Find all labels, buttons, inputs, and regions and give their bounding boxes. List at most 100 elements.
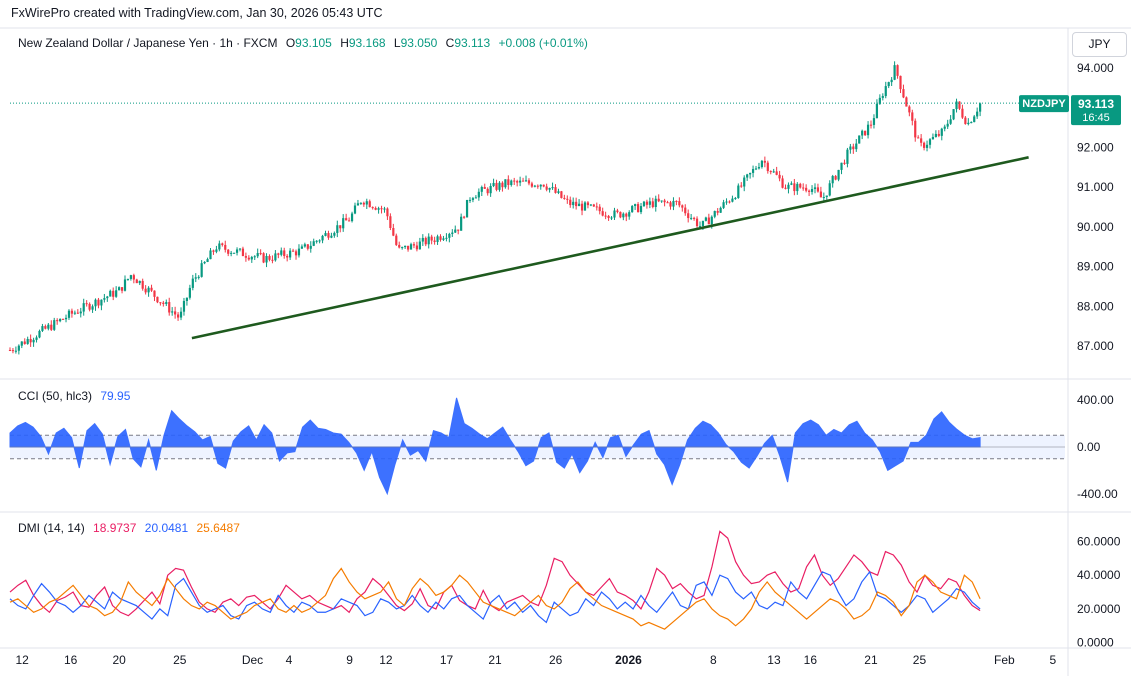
cci-tick-label: 0.00 (1077, 440, 1101, 454)
candle-body (837, 169, 840, 180)
adx-value: 25.6487 (196, 521, 240, 535)
candle-body (501, 182, 504, 188)
candle-body (958, 101, 961, 109)
candle-body (327, 233, 330, 238)
time-tick-label: 26 (549, 653, 563, 667)
cci-area[interactable] (9, 397, 981, 496)
candle-body (386, 208, 389, 217)
candle-body (872, 118, 876, 125)
time-tick-label: 16 (64, 653, 78, 667)
price-tick-label: 89.000 (1077, 260, 1114, 274)
candle-body (324, 233, 327, 236)
candle-body (315, 240, 318, 242)
candle-body (109, 290, 112, 297)
candle-body (890, 79, 893, 83)
candle-body (813, 187, 817, 190)
time-axis[interactable]: 12 16 20 25 Dec 4 9 12 17 21 26 2026 8 13 16 21 25 Feb 5 (15, 653, 1056, 667)
ticker-tag-label: NZDJPY (1022, 98, 1066, 110)
candle-body (427, 236, 430, 245)
candle-body (787, 184, 790, 189)
candle-body (238, 248, 242, 250)
candle-body (200, 263, 203, 277)
candle-body (551, 187, 554, 189)
candle-body (362, 202, 365, 205)
symbol-title[interactable]: New Zealand Dollar / Japanese Yen · 1h ·… (18, 36, 278, 50)
candle-body (297, 248, 301, 256)
candle-body (595, 206, 598, 208)
dmi-title[interactable]: DMI (14, 14) (18, 521, 85, 535)
dmi-minus-line[interactable] (9, 570, 981, 624)
candle-body (864, 130, 867, 136)
candle-body (203, 261, 206, 264)
candle-body (401, 247, 404, 249)
candle-body (129, 275, 132, 279)
candle-body (286, 255, 289, 258)
candle-body (843, 162, 846, 164)
dmi-pane[interactable]: 60.0000 40.0000 20.0000 0.0000 (9, 530, 1121, 650)
candle-body (194, 277, 197, 279)
cci-pane[interactable]: 400.00 0.00 -400.00 (9, 393, 1118, 501)
candle-body (374, 207, 377, 210)
price-tick-label: 90.000 (1077, 220, 1114, 234)
candle-body (979, 103, 982, 112)
time-tick-label: 2026 (615, 653, 642, 667)
candle-body (451, 232, 454, 234)
currency-unit-button[interactable]: JPY (1072, 32, 1127, 57)
candle-body (132, 275, 135, 280)
candle-body (253, 256, 256, 258)
cci-legend: CCI (50, hlc3) 79.95 (18, 389, 135, 403)
candle-body (176, 314, 180, 318)
candle-body (227, 249, 230, 254)
candle-body (345, 218, 348, 221)
candle-body (353, 205, 357, 214)
candle-body (188, 287, 191, 298)
time-tick-label: 16 (804, 653, 818, 667)
candle-body (737, 185, 740, 198)
price-pane[interactable]: 94.000 92.000 91.000 90.000 89.000 88.000 87.0… (8, 61, 1114, 355)
candle-body (619, 211, 622, 218)
candle-body (507, 179, 510, 185)
candle-body (445, 237, 448, 239)
candle-body (436, 236, 439, 242)
dmi-plus-line[interactable] (9, 530, 981, 617)
candle-body (961, 108, 964, 118)
candle-body (221, 243, 224, 245)
open-label: O (285, 36, 296, 50)
candle-body (492, 182, 495, 187)
candle-body (230, 252, 233, 254)
candle-body (244, 256, 247, 258)
candle-body (710, 216, 713, 225)
candle-body (513, 180, 516, 182)
candle-body (486, 188, 489, 194)
candle-body (294, 251, 298, 256)
candle-body (371, 207, 374, 209)
candle-body (421, 237, 424, 242)
candle-body (162, 302, 165, 305)
candle-body (404, 245, 407, 248)
candle-body (825, 195, 828, 197)
cci-title[interactable]: CCI (50, hlc3) (18, 389, 93, 403)
candle-body (118, 287, 121, 291)
candle-body (144, 288, 147, 293)
time-tick-label: 17 (440, 653, 454, 667)
candle-body (542, 184, 545, 187)
candle-body (695, 218, 699, 227)
high-value: 93.168 (348, 36, 386, 50)
candle-body (88, 303, 91, 310)
candle-body (79, 311, 82, 314)
candle-body (53, 320, 56, 330)
time-tick-label: 21 (864, 653, 878, 667)
support-trendline[interactable] (191, 156, 1029, 340)
candle-body (212, 250, 215, 252)
candle-body (215, 249, 218, 252)
candle-body (692, 217, 696, 219)
close-value: 93.113 (454, 36, 491, 50)
candle-body (156, 296, 159, 303)
candle-body (690, 217, 693, 219)
candle-body (731, 198, 734, 202)
candle-body (728, 201, 731, 203)
adx-line[interactable] (9, 567, 981, 630)
candle-body (784, 187, 787, 189)
